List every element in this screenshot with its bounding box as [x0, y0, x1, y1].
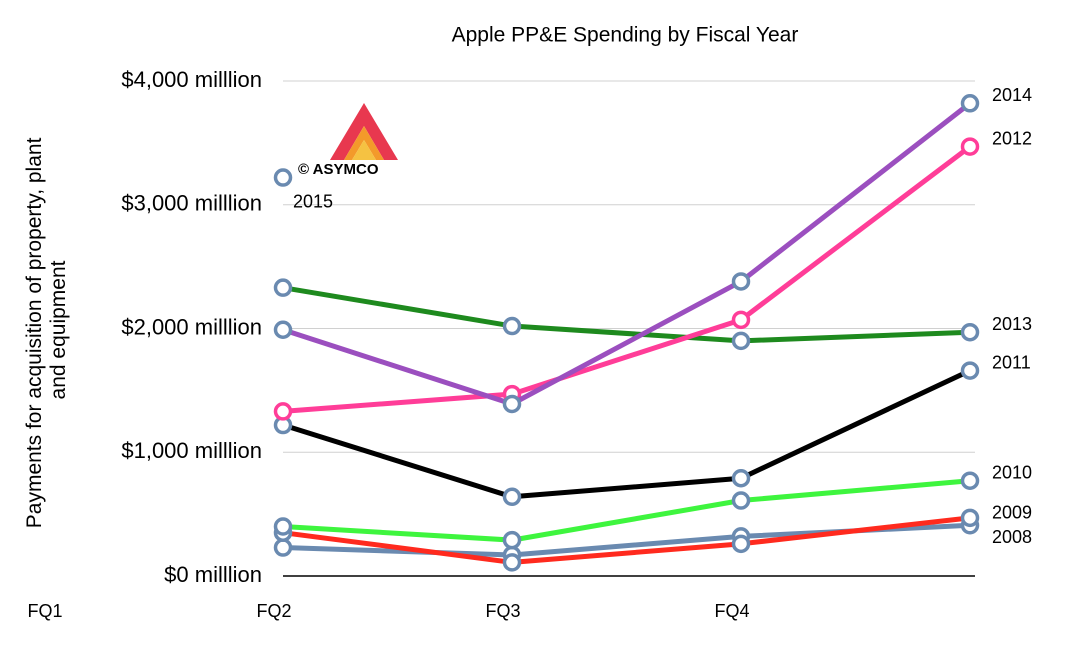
y-axis-title: Payments for acquisition of property, pl…: [23, 132, 70, 528]
marker: [502, 487, 522, 507]
line: [282, 515, 971, 565]
marker: [273, 278, 293, 297]
marker: [502, 394, 522, 414]
marker: [273, 320, 293, 339]
marker: [273, 168, 293, 187]
marker: [960, 322, 980, 342]
line: [282, 285, 971, 344]
marker: [273, 538, 293, 557]
series-label: 2011: [992, 352, 1031, 372]
marker: [960, 361, 980, 380]
marker: [731, 468, 751, 488]
x-tick-label: FQ3: [485, 601, 520, 621]
series-label: 2008: [992, 527, 1032, 547]
series-label: 2013: [992, 314, 1032, 334]
marker: [731, 331, 751, 351]
marker: [273, 517, 293, 536]
marker: [960, 471, 980, 490]
series-label: 2009: [992, 503, 1032, 523]
line: [282, 101, 972, 407]
y-tick-label: $1,000 milllion: [121, 438, 262, 463]
series: [273, 516, 980, 565]
series-label: 2012: [992, 128, 1032, 148]
series: [273, 94, 980, 414]
x-tick-label: FQ1: [27, 601, 62, 621]
y-tick-label: $2,000 milllion: [121, 314, 262, 339]
series: [273, 168, 293, 187]
series: [273, 471, 980, 550]
line: [282, 478, 971, 543]
series-label: 2015: [293, 191, 333, 211]
series-label: 2010: [992, 462, 1032, 482]
marker: [960, 137, 980, 156]
line: [282, 368, 972, 500]
y-tick-label: $3,000 milllion: [121, 191, 262, 216]
series-label: 2014: [992, 85, 1032, 105]
watermark: © ASYMCO: [298, 161, 379, 178]
marker: [502, 530, 522, 550]
marker: [273, 402, 293, 421]
marker: [960, 508, 980, 528]
marker: [731, 534, 751, 554]
logo: [330, 103, 398, 160]
series: [273, 361, 980, 507]
series: [273, 278, 980, 351]
x-tick-label: FQ4: [714, 601, 749, 621]
x-tick-label: FQ2: [256, 601, 291, 621]
line: [282, 144, 972, 414]
marker: [731, 272, 751, 291]
marker: [731, 491, 751, 510]
marker: [502, 553, 522, 572]
y-tick-label: $4,000 milllion: [121, 67, 262, 92]
marker: [502, 316, 522, 336]
marker: [731, 310, 751, 330]
chart-title: Apple PP&E Spending by Fiscal Year: [452, 24, 799, 47]
marker: [960, 94, 980, 113]
y-tick-label: $0 milllion: [164, 562, 262, 587]
